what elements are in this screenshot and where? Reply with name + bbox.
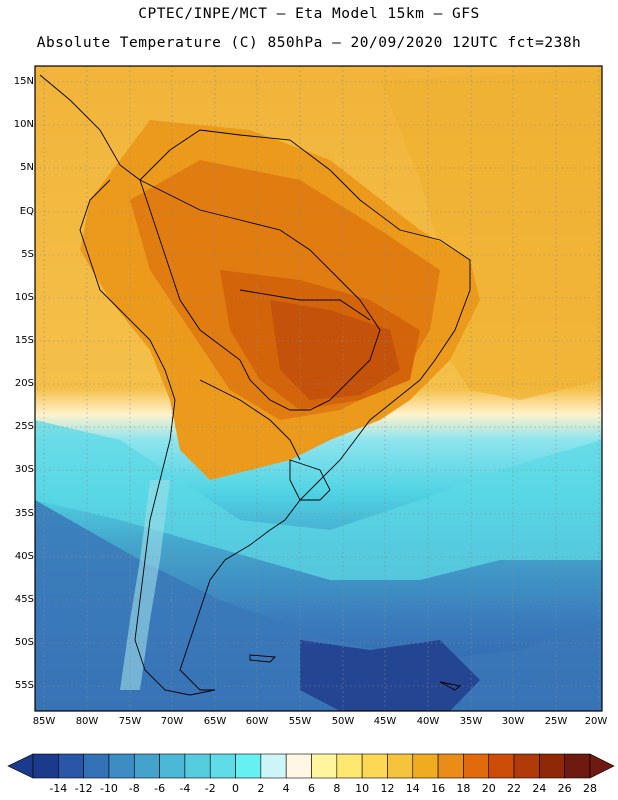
lat-label: 10S — [14, 292, 34, 303]
colorbar-label: 2 — [257, 782, 265, 795]
lon-label: 45W — [373, 716, 397, 727]
lat-label: 45S — [14, 594, 34, 605]
colorbar-min-arrow — [7, 753, 34, 779]
lon-label: 65W — [203, 716, 227, 727]
colorbar-label: 28 — [583, 782, 597, 795]
colorbar-label: 14 — [405, 782, 420, 795]
lon-label: 40W — [416, 716, 440, 727]
colorbar-swatch — [83, 753, 110, 779]
coastlines — [39, 74, 471, 696]
colorbar-swatch — [336, 753, 363, 779]
colorbar-swatch — [361, 753, 388, 779]
colorbar-swatch — [235, 753, 262, 779]
lon-label: 50W — [331, 716, 355, 727]
colorbar-swatch — [133, 753, 160, 779]
colorbar-swatch — [108, 753, 135, 779]
lat-label: 15S — [14, 335, 34, 346]
colorbar-swatch — [285, 753, 312, 779]
colorbar-swatch — [311, 753, 338, 779]
colorbar-label: -14 — [49, 782, 68, 795]
colorbar-label: -4 — [179, 782, 191, 795]
colorbar-swatch — [58, 753, 84, 779]
colorbar-label: 20 — [481, 782, 496, 795]
map-frame — [34, 65, 603, 712]
lat-label: 25S — [14, 421, 34, 432]
lat-label: EQ — [19, 206, 34, 217]
chart-title-line2: Absolute Temperature (C) 850hPa – 20/09/… — [36, 35, 582, 51]
lat-label: 30S — [14, 464, 34, 475]
colorbar-swatch — [437, 753, 464, 779]
colorbar-swatch — [463, 753, 490, 779]
lon-label: 30W — [501, 716, 525, 727]
colorbar-label: 0 — [232, 782, 240, 795]
lon-label: 20W — [584, 716, 608, 727]
colorbar-swatch — [184, 753, 211, 779]
colorbar-max-arrow — [589, 753, 615, 779]
lon-label: 55W — [288, 716, 312, 727]
lat-label: 5S — [21, 249, 34, 260]
lat-label: 20S — [14, 378, 34, 389]
lat-label: 5N — [20, 162, 34, 173]
colorbar-label: 16 — [431, 782, 446, 795]
colorbar-label: 10 — [355, 782, 370, 795]
colorbar-swatch — [159, 753, 186, 779]
colorbar-label: 24 — [532, 782, 547, 795]
lat-label: 50S — [14, 637, 34, 648]
colorbar-label: 4 — [282, 782, 290, 795]
lon-label: 80W — [75, 716, 99, 727]
colorbar-swatch — [387, 753, 414, 779]
colorbar-label: 12 — [380, 782, 395, 795]
colorbar-label: -2 — [204, 782, 216, 795]
colorbar-label: -12 — [74, 782, 93, 795]
lon-label: 85W — [32, 716, 56, 727]
colorbar-swatch — [488, 753, 515, 779]
lat-label: 15N — [13, 76, 34, 87]
lon-label: 35W — [459, 716, 483, 727]
lon-label: 70W — [160, 716, 184, 727]
colorbar-swatch — [32, 753, 59, 779]
colorbar-label: 8 — [333, 782, 341, 795]
colorbar-label: -6 — [154, 782, 166, 795]
lat-label: 10N — [13, 119, 34, 130]
colorbar-label: -10 — [99, 782, 118, 795]
chart-title-line1: CPTEC/INPE/MCT – Eta Model 15km – GFS — [138, 6, 480, 22]
colorbar-label: 18 — [456, 782, 471, 795]
colorbar-swatch — [412, 753, 439, 779]
colorbar-label: -8 — [128, 782, 140, 795]
colorbar-swatch — [209, 753, 236, 779]
lon-label: 25W — [544, 716, 568, 727]
colorbar-swatch — [564, 753, 591, 779]
colorbar-label: 6 — [308, 782, 315, 795]
lat-label: 40S — [14, 551, 34, 562]
colorbar-swatch — [539, 753, 565, 779]
lon-label: 75W — [118, 716, 142, 727]
colorbar-swatch — [260, 753, 287, 779]
colorbar-label: 26 — [557, 782, 572, 795]
lon-label: 60W — [245, 716, 269, 727]
lat-label: 55S — [14, 680, 34, 691]
colorbar-label: 22 — [507, 782, 522, 795]
lat-label: 35S — [14, 508, 34, 519]
colorbar-swatch — [513, 753, 540, 779]
colorbar — [7, 753, 615, 779]
temperature-field — [35, 66, 602, 711]
graticule — [35, 66, 602, 711]
